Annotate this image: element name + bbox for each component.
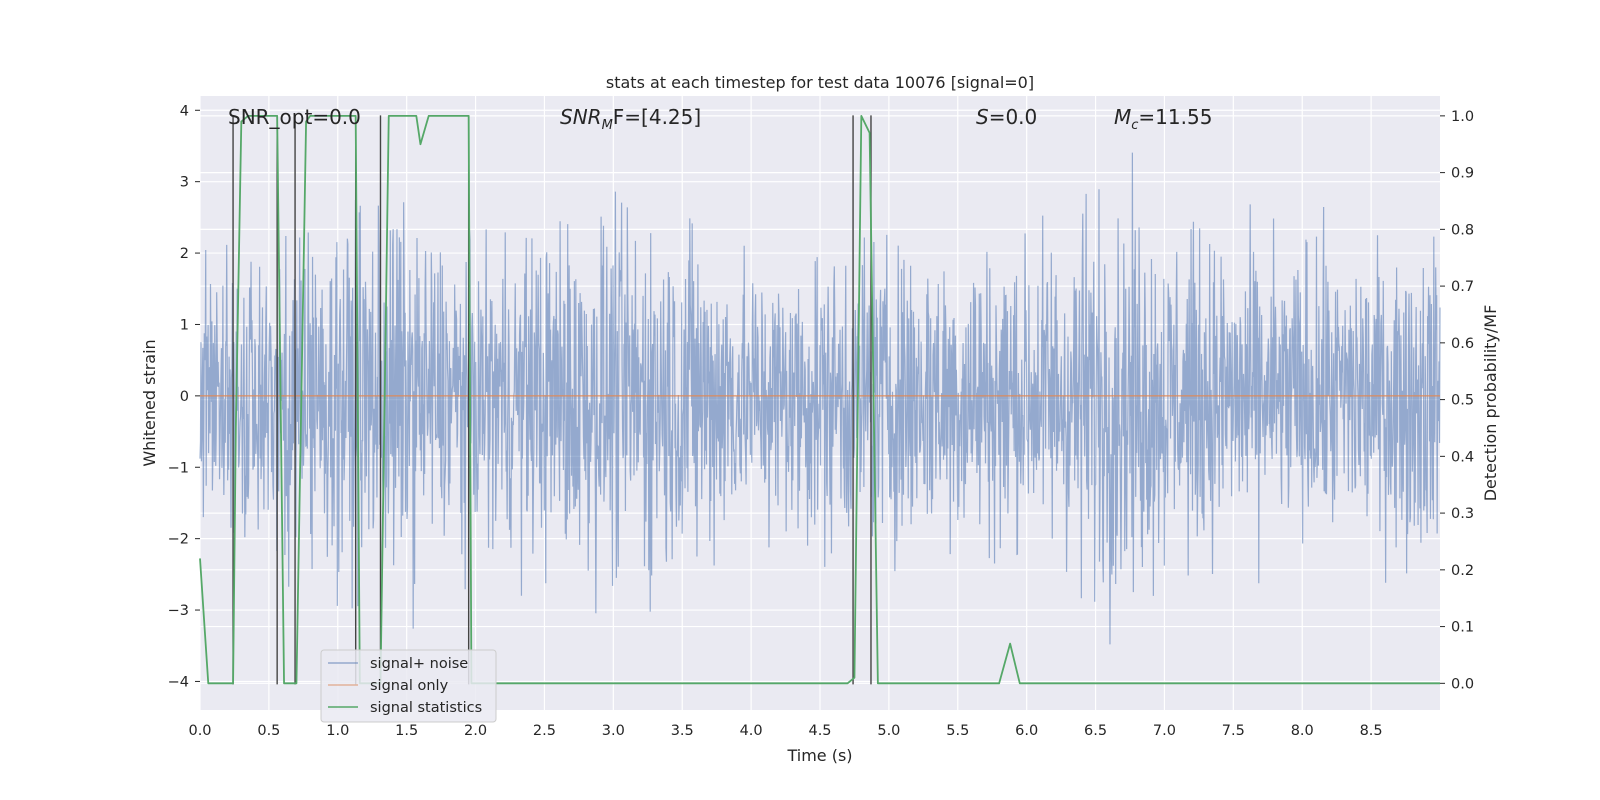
yr-tick-0: 1.0 (1451, 109, 1474, 125)
legend-label-signal: signal only (370, 678, 449, 694)
x-tick-10: 5.0 (877, 723, 900, 739)
x-tick-2: 1.0 (326, 723, 349, 739)
annotation-s-tail: =0.0 (989, 105, 1038, 129)
yl-tick-6: −2 (168, 532, 189, 548)
yl-tick-5: −1 (168, 460, 189, 476)
annotation-s: S=0.0 (976, 105, 1037, 129)
noise-line (199, 152, 1441, 645)
y-axis-right-label: Detection probability/MF (1481, 305, 1500, 502)
annotation-snr-mf-tail: F=[4.25] (613, 105, 701, 129)
annotation-s-base: S (976, 105, 989, 129)
yl-tick-7: −3 (168, 603, 189, 619)
x-tick-5: 2.5 (533, 723, 556, 739)
x-tick-0: 0.0 (188, 723, 211, 739)
yr-tick-8: 0.2 (1451, 563, 1474, 579)
annotation-snr-mf: SNRMF=[4.25] (560, 105, 701, 133)
yl-tick-4: 0 (180, 389, 189, 405)
x-tick-7: 3.5 (671, 723, 694, 739)
chart-title: stats at each timestep for test data 100… (606, 73, 1034, 92)
annotation-mc-base: M (1114, 105, 1131, 129)
y-axis-right-ticks: 1.0 0.9 0.8 0.7 0.6 0.5 0.4 0.3 0.2 0.1 0.0 (1440, 109, 1474, 692)
x-tick-1: 0.5 (257, 723, 280, 739)
x-axis-ticks: 0.0 0.5 1.0 1.5 2.0 2.5 3.0 3.5 4.0 4.5 5.0 5.5 6.0 6… (188, 723, 1382, 739)
yr-tick-4: 0.6 (1451, 336, 1474, 352)
yl-tick-0: 4 (180, 103, 189, 119)
y-axis-left-label: Whitened strain (140, 339, 159, 466)
yl-tick-1: 3 (180, 175, 189, 191)
yr-tick-1: 0.9 (1451, 166, 1474, 182)
x-tick-14: 7.0 (1153, 723, 1176, 739)
yl-tick-2: 2 (180, 246, 189, 262)
annotation-mc-tail: =11.55 (1138, 105, 1212, 129)
yr-tick-10: 0.0 (1451, 676, 1474, 692)
legend-label-stats: signal statistics (370, 700, 482, 716)
x-tick-16: 8.0 (1291, 723, 1314, 739)
yr-tick-6: 0.4 (1451, 449, 1474, 465)
yr-tick-2: 0.8 (1451, 222, 1474, 238)
yl-tick-8: −4 (168, 674, 189, 690)
x-tick-12: 6.0 (1015, 723, 1038, 739)
x-tick-8: 4.0 (740, 723, 763, 739)
x-tick-11: 5.5 (946, 723, 969, 739)
yr-tick-5: 0.5 (1451, 393, 1474, 409)
x-tick-9: 4.5 (808, 723, 831, 739)
yl-tick-3: 1 (180, 317, 189, 333)
legend-box (320, 649, 497, 723)
annotation-snr-opt: SNR_opt=0.0 (228, 105, 361, 129)
annotation-mc-sub: c (1131, 118, 1138, 133)
x-tick-15: 7.5 (1222, 723, 1245, 739)
yr-tick-9: 0.1 (1451, 620, 1474, 636)
yr-tick-3: 0.7 (1451, 279, 1474, 295)
noise-series (199, 152, 1441, 645)
annotation-snr-mf-sub: M (602, 118, 613, 133)
x-tick-3: 1.5 (395, 723, 418, 739)
x-tick-13: 6.5 (1084, 723, 1107, 739)
legend-label-noise: signal+ noise (370, 656, 468, 672)
signal-statistics-series (199, 114, 1440, 685)
annotation-snr-mf-base: SNR (560, 105, 602, 129)
stats-line (199, 114, 1440, 685)
x-tick-6: 3.0 (602, 723, 625, 739)
vertical-markers (232, 115, 872, 685)
legend: signal+ noise signal only signal statist… (320, 649, 497, 723)
annotation-mc: Mc=11.55 (1114, 105, 1212, 133)
x-tick-4: 2.0 (464, 723, 487, 739)
yr-tick-7: 0.3 (1451, 506, 1474, 522)
y-axis-left-ticks: 4 3 2 1 0 −1 −2 −3 −4 (168, 103, 200, 690)
x-tick-17: 8.5 (1360, 723, 1383, 739)
x-axis-label: Time (s) (786, 746, 852, 765)
